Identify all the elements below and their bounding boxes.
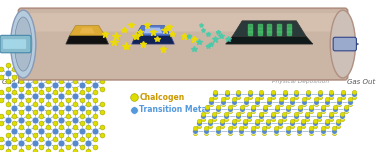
Polygon shape bbox=[132, 35, 174, 44]
Polygon shape bbox=[70, 26, 105, 35]
Text: ʃ: ʃ bbox=[248, 17, 251, 27]
Text: ʃ: ʃ bbox=[277, 17, 280, 27]
FancyBboxPatch shape bbox=[3, 39, 26, 49]
Text: ʃ: ʃ bbox=[268, 17, 271, 27]
Polygon shape bbox=[143, 28, 163, 33]
Text: Gas Out: Gas Out bbox=[347, 79, 375, 85]
Text: ʃ: ʃ bbox=[287, 17, 290, 27]
Text: Chalcogen: Chalcogen bbox=[139, 93, 185, 102]
Ellipse shape bbox=[11, 10, 36, 78]
Polygon shape bbox=[66, 35, 108, 44]
Polygon shape bbox=[226, 36, 313, 44]
Text: ʃ: ʃ bbox=[297, 17, 300, 27]
Polygon shape bbox=[232, 21, 306, 36]
Polygon shape bbox=[79, 28, 95, 33]
Text: Transition Metal: Transition Metal bbox=[139, 105, 210, 114]
Text: ʃ: ʃ bbox=[258, 17, 261, 27]
Ellipse shape bbox=[14, 17, 32, 71]
Polygon shape bbox=[136, 26, 170, 35]
FancyBboxPatch shape bbox=[333, 37, 356, 51]
Ellipse shape bbox=[330, 10, 355, 78]
Text: Growth Substrate: Growth Substrate bbox=[238, 51, 301, 56]
Text: Precursor 1: Precursor 1 bbox=[67, 51, 108, 56]
Text: Precursor 2: Precursor 2 bbox=[133, 51, 174, 56]
FancyBboxPatch shape bbox=[24, 13, 342, 32]
FancyBboxPatch shape bbox=[0, 35, 31, 53]
FancyBboxPatch shape bbox=[19, 8, 348, 80]
Text: Gas In: Gas In bbox=[2, 79, 24, 85]
Text: Vapor Phase Reaction
or
Physical Deposition: Vapor Phase Reaction or Physical Deposit… bbox=[268, 65, 332, 84]
